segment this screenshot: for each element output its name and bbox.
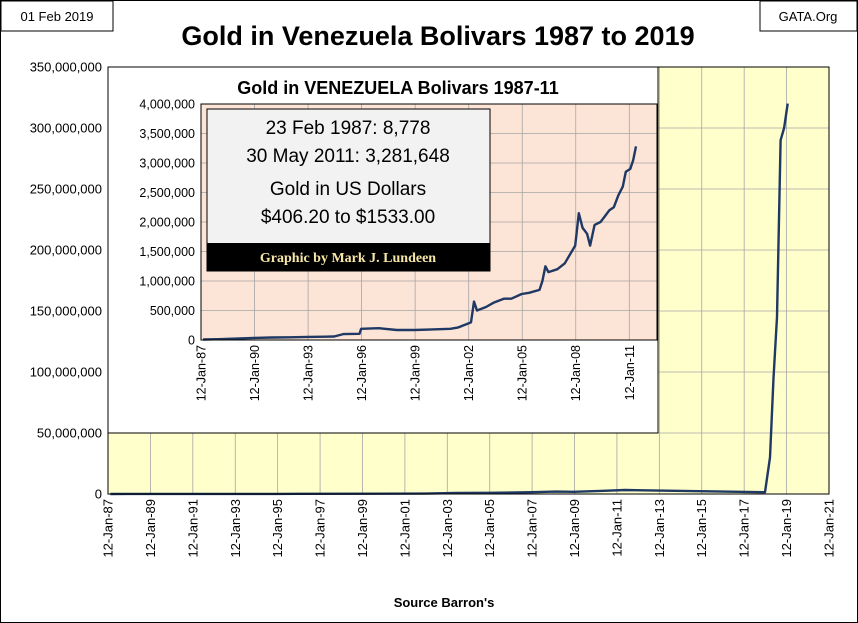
site-box	[759, 1, 857, 32]
x-tick-label: 12-Jan-95	[270, 499, 285, 558]
x-tick-label: 12-Jan-97	[313, 499, 328, 558]
x-tick-label: 12-Jan-03	[440, 499, 455, 558]
y-tick-label: 350,000,000	[30, 60, 102, 75]
y-tick-label: 50,000,000	[37, 426, 102, 441]
y-tick-label: 1,500,000	[139, 245, 195, 259]
end-value-annotation: 30 May 2011: 3,281,648	[246, 146, 450, 167]
inset-chart-title: Gold in VENEZUELA Bolivars 1987-11	[237, 78, 558, 98]
x-tick-label: 12-Jan-09	[567, 499, 582, 558]
y-tick-label: 500,000	[150, 304, 195, 318]
inset-y-axis: 0 500,000 1,000,000 1,500,000 2,000,000 2,500…	[139, 98, 195, 348]
inset-x-axis: 12-Jan-87 12-Jan-90 12-Jan-93 12-Jan-96 12-J…	[195, 345, 637, 401]
date-box	[1, 1, 114, 32]
x-tick-label: 12-Jan-89	[143, 499, 158, 558]
y-tick-label: 3,000,000	[139, 157, 195, 171]
y-tick-label: 0	[188, 334, 195, 348]
inset-plot-border	[200, 103, 658, 341]
x-tick-label: 12-Jan-93	[302, 345, 316, 401]
credit-banner	[207, 243, 490, 271]
x-tick-label: 12-Jan-99	[355, 499, 370, 558]
usd-range-annotation: $406.20 to $1533.00	[261, 207, 435, 228]
x-tick-label: 12-Jan-02	[462, 345, 476, 401]
x-tick-label: 12-Jan-07	[525, 499, 540, 558]
x-tick-label: 12-Jan-15	[694, 499, 709, 558]
y-tick-label: 4,000,000	[139, 98, 195, 112]
main-y-axis: 0 50,000,000 100,000,000 150,000,000 200,000…	[30, 60, 102, 502]
x-tick-label: 12-Jan-99	[409, 345, 423, 401]
x-tick-label: 12-Jan-87	[101, 499, 116, 558]
y-tick-label: 250,000,000	[30, 182, 102, 197]
site-label: GATA.Org	[779, 9, 838, 24]
x-tick-label: 12-Jan-17	[737, 499, 752, 558]
y-tick-label: 2,500,000	[139, 186, 195, 200]
date-label: 01 Feb 2019	[20, 9, 93, 24]
y-tick-label: 2,000,000	[139, 216, 195, 230]
y-tick-label: 0	[95, 487, 102, 502]
x-tick-label: 12-Jan-01	[397, 499, 412, 558]
x-tick-label: 12-Jan-19	[779, 499, 794, 558]
x-tick-label: 12-Jan-91	[185, 499, 200, 558]
x-tick-label: 12-Jan-21	[822, 499, 837, 558]
y-tick-label: 3,500,000	[139, 127, 195, 141]
x-tick-label: 12-Jan-87	[195, 345, 209, 401]
y-tick-label: 1,000,000	[139, 275, 195, 289]
source-label: Source Barron's	[394, 595, 495, 610]
x-tick-label: 12-Jan-90	[248, 345, 262, 401]
start-value-annotation: 23 Feb 1987: 8,778	[266, 118, 431, 139]
y-tick-label: 300,000,000	[30, 121, 102, 136]
inset-chart: Gold in VENEZUELA Bolivars 1987-11 0 500,…	[107, 66, 659, 434]
x-tick-label: 12-Jan-05	[516, 345, 530, 401]
main-chart-title: Gold in Venezuela Bolivars 1987 to 2019	[181, 21, 694, 51]
x-tick-label: 12-Jan-13	[652, 499, 667, 558]
x-tick-label: 12-Jan-96	[355, 345, 369, 401]
x-tick-label: 12-Jan-93	[228, 499, 243, 558]
usd-heading-annotation: Gold in US Dollars	[270, 179, 426, 200]
x-tick-label: 12-Jan-08	[569, 345, 583, 401]
y-tick-label: 200,000,000	[30, 243, 102, 258]
y-tick-label: 150,000,000	[30, 304, 102, 319]
inset-series-line	[203, 146, 638, 341]
x-tick-label: 12-Jan-11	[623, 345, 637, 400]
x-tick-label: 12-Jan-11	[609, 499, 624, 557]
main-x-axis: 12-Jan-87 12-Jan-89 12-Jan-91 12-Jan-93 12-J…	[101, 499, 837, 558]
x-tick-label: 12-Jan-05	[482, 499, 497, 558]
y-tick-label: 100,000,000	[30, 365, 102, 380]
credit-text: Graphic by Mark J. Lundeen	[260, 251, 436, 266]
